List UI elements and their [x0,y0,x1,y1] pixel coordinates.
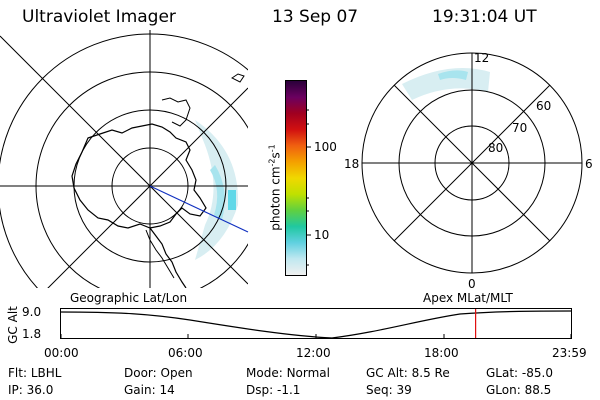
colorbar-tick-100: 100 [314,140,337,154]
local-noon-line [149,185,249,233]
info-flt: Flt: LBHL [8,366,62,380]
altitude-curve [60,310,572,339]
info-mode: Mode: Normal [246,366,330,380]
date-label: 13 Sep 07 [272,7,359,27]
south-america-tip [161,97,191,127]
mlat-label-60: 60 [536,99,551,113]
info-ip: IP: 36.0 [8,383,54,397]
altitude-plot [60,308,572,339]
info-glon: GLon: 88.5 [486,383,552,397]
xtick-0000: 00:00 [44,346,79,360]
mlt-label-18: 18 [344,157,359,171]
colorbar [285,80,307,276]
right-map-label: Apex MLat/MLT [423,291,513,305]
altitude-ytick-high: 9.0 [22,305,42,319]
info-glat: GLat: -85.0 [486,366,553,380]
antarctica-coastline [71,123,207,229]
mlat-label-80: 80 [488,141,503,155]
altitude-ytick-low: 1.8 [22,327,42,341]
mlat-label-70: 70 [512,121,527,135]
info-dsp: Dsp: -1.1 [246,383,301,397]
mlt-label-0: 0 [468,277,476,291]
instrument-title: Ultraviolet Imager [22,7,176,27]
xtick-0600: 06:00 [168,346,203,360]
left-map-label: Geographic Lat/Lon [70,291,188,305]
antarctic-peninsula [149,227,187,288]
info-gc-alt: GC Alt: 8.5 Re [366,366,450,380]
info-seq: Seq: 39 [366,383,412,397]
xtick-2359: 23:59 [552,346,587,360]
colorbar-ticks [306,109,311,266]
mlt-label-6: 6 [585,157,593,171]
aurora-emission-left [195,120,239,260]
xtick-1200: 12:00 [296,346,331,360]
altitude-ylabel: GC Alt [5,306,20,344]
mlt-label-12: 12 [474,51,489,65]
info-door: Door: Open [124,366,193,380]
geographic-map [0,30,249,288]
colorbar-unit-label: photon cm-2s-1 [267,144,283,231]
colorbar-tick-10: 10 [314,228,330,242]
aurora-emission-right [402,68,490,100]
info-gain: Gain: 14 [124,383,175,397]
xtick-1800: 18:00 [424,346,459,360]
time-label: 19:31:04 UT [432,7,537,27]
magnetic-polar-plot: 12 18 6 0 60 70 80 [344,51,593,291]
